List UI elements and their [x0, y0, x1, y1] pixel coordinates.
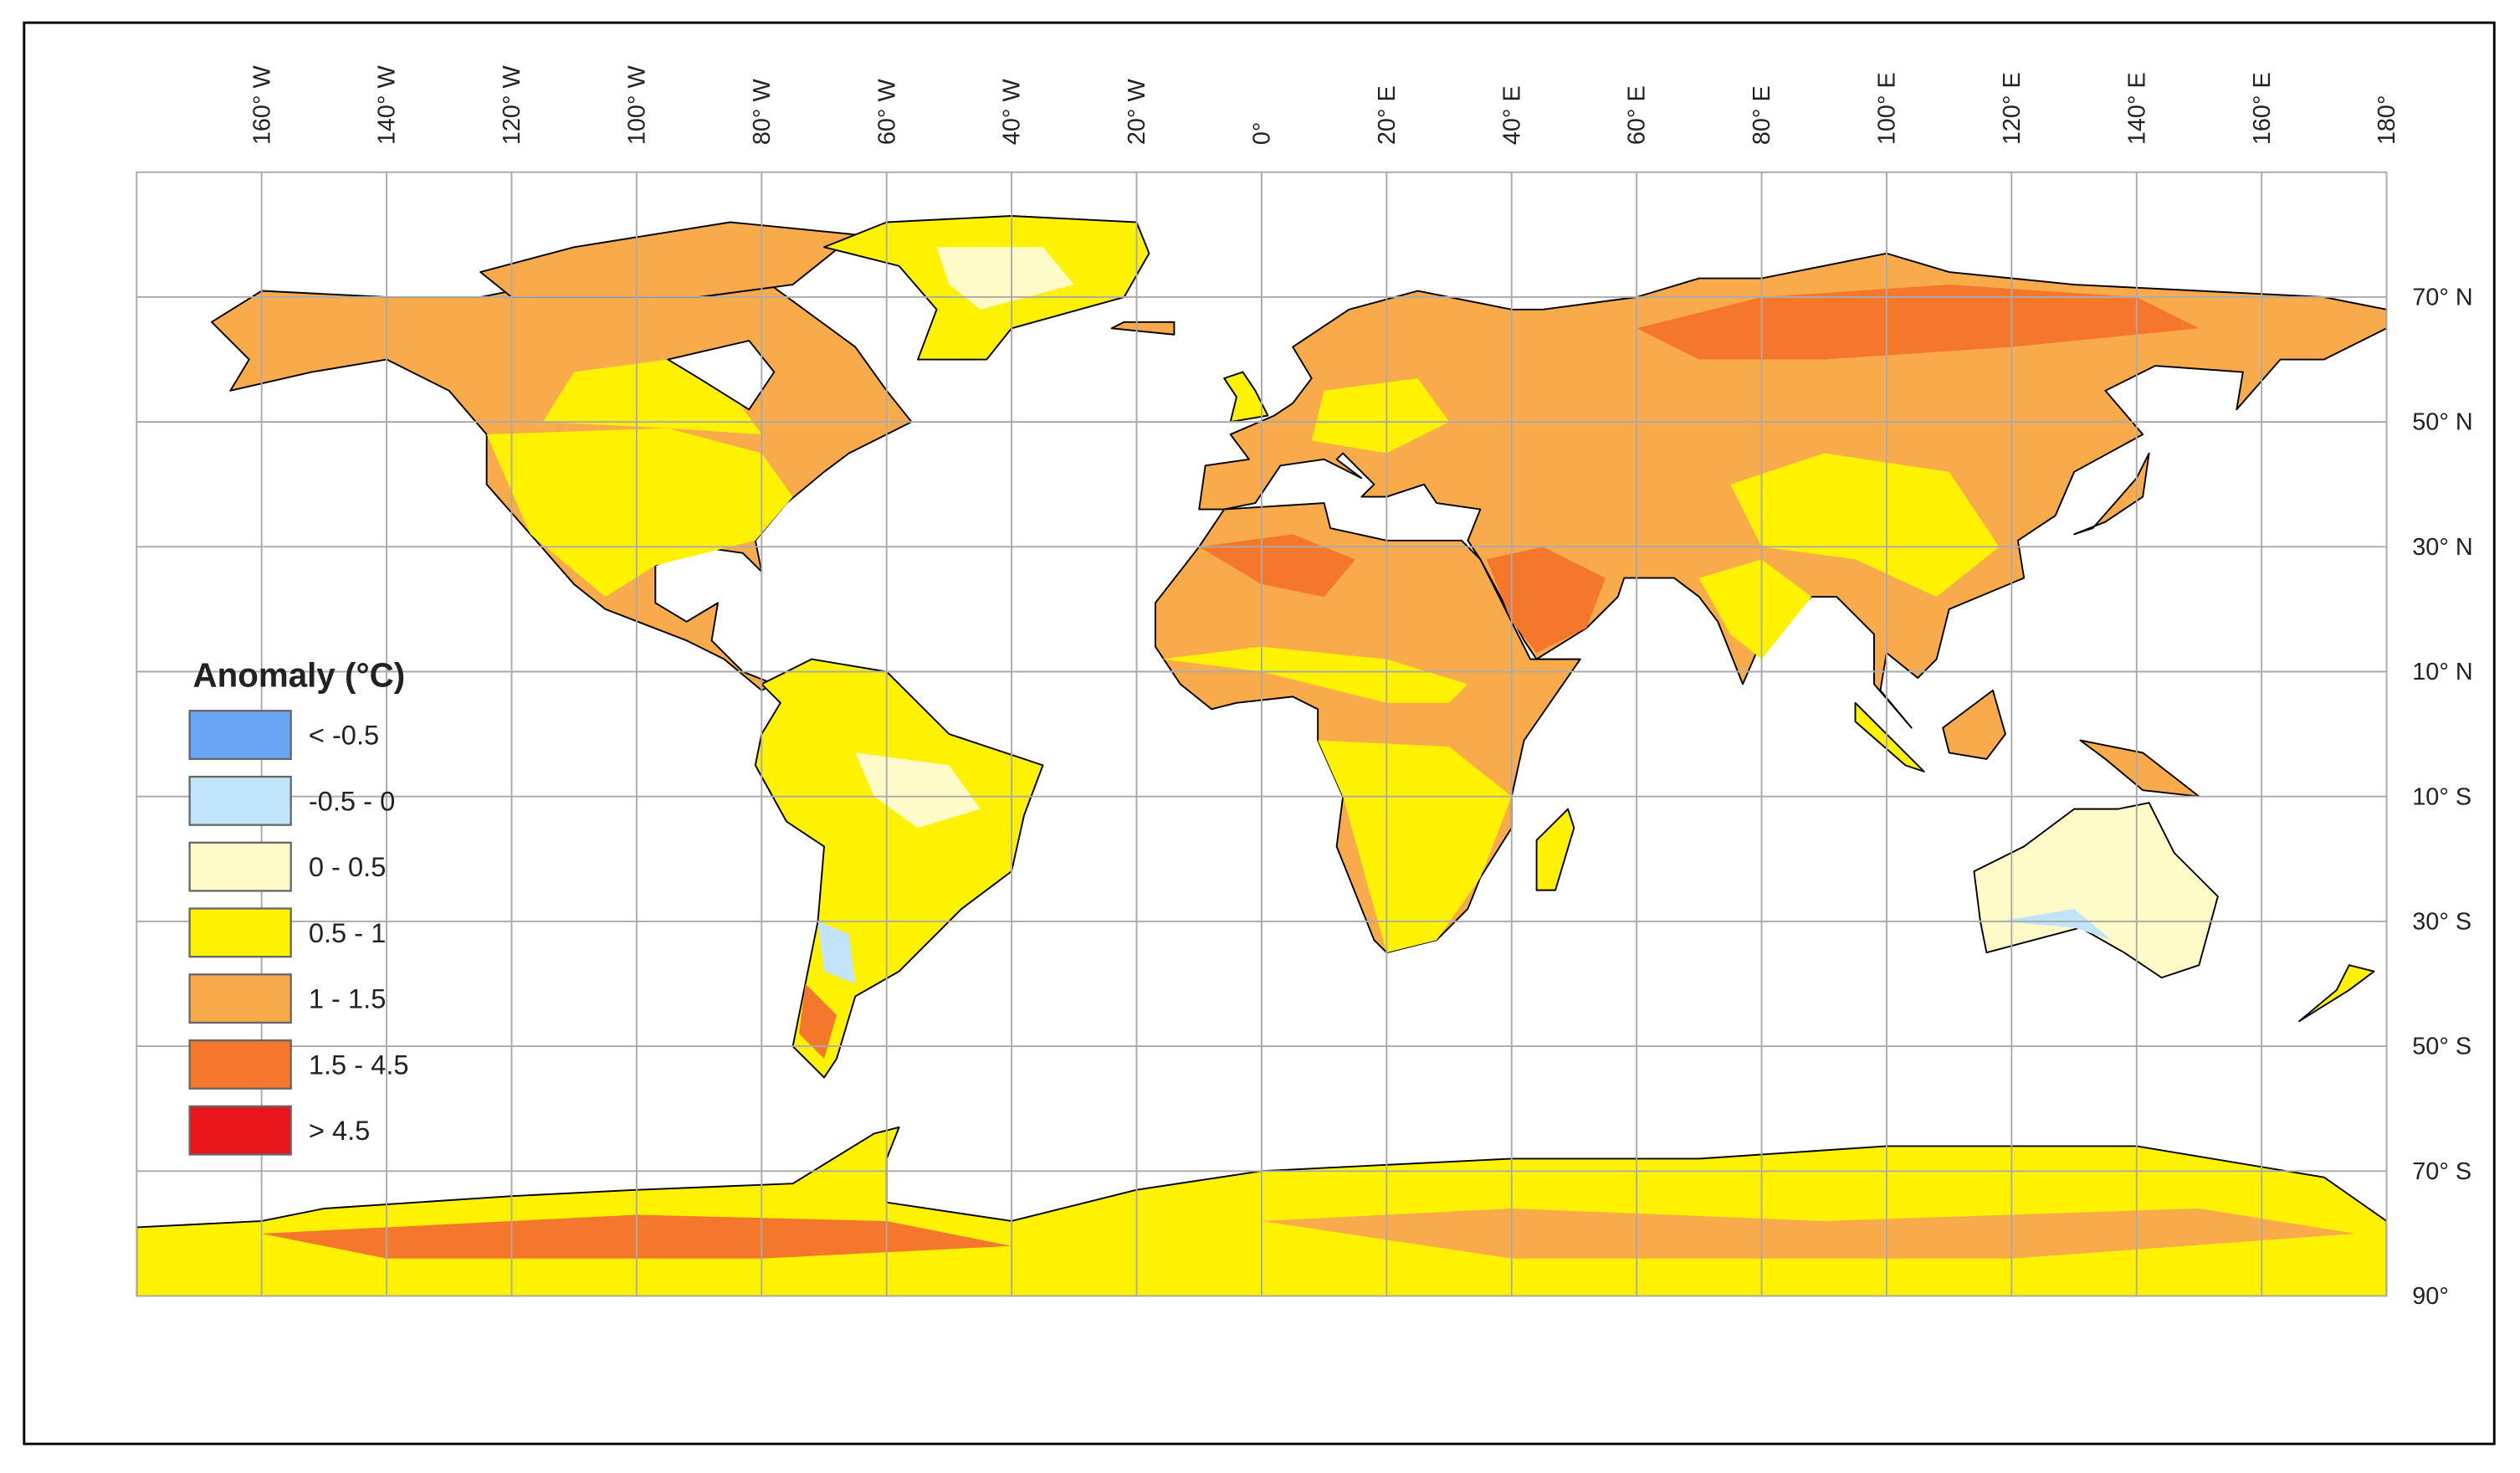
anomaly-patch [1311, 378, 1450, 454]
new-zealand [2298, 964, 2375, 1023]
longitude-label: 140° W [374, 65, 401, 146]
longitude-label: 100° E [1874, 72, 1901, 145]
anomaly-patch [1199, 534, 1355, 598]
madagascar [1535, 808, 1575, 891]
japan [2073, 452, 2150, 536]
legend-swatch [188, 1105, 292, 1156]
anomaly-patch [799, 983, 837, 1059]
anomaly-patch [817, 921, 856, 984]
latitude-label: 90° [2412, 1283, 2449, 1310]
legend: Anomaly (°C) < -0.5 -0.5 - 0 0 - 0.5 0.5 - … [188, 655, 409, 1156]
anomaly-patch [1636, 285, 2200, 360]
longitude-label: 100° W [624, 65, 651, 146]
legend-label: 0.5 - 1 [309, 917, 387, 948]
longitude-label: 140° E [2123, 72, 2150, 145]
latitude-label: 30° N [2412, 534, 2472, 561]
longitude-label: 120° E [1999, 72, 2026, 145]
legend-swatch [188, 907, 292, 958]
land-layer [136, 215, 2387, 1296]
anomaly-patch [1261, 1208, 2356, 1259]
anomaly-patch [1486, 547, 1606, 654]
anomaly-patch [486, 428, 793, 598]
latitude-label: 70° N [2412, 285, 2472, 311]
legend-swatch [188, 775, 292, 826]
britain [1223, 371, 1269, 423]
latitude-label: 50° S [2412, 1034, 2471, 1060]
longitude-label: 120° W [499, 65, 525, 146]
new-guinea [2079, 739, 2200, 798]
longitude-label: 180° [2374, 95, 2400, 146]
longitude-label: 40° E [1498, 85, 1525, 145]
sumatra [1854, 701, 1925, 772]
longitude-label: 0° [1249, 122, 1276, 146]
legend-swatch [188, 841, 292, 892]
legend-label: < -0.5 [309, 720, 379, 751]
legend-label: > 4.5 [309, 1115, 371, 1146]
legend-label: 0 - 0.5 [309, 851, 387, 882]
latitude-label: 50° N [2412, 409, 2472, 436]
longitude-label: 40° W [999, 79, 1026, 146]
longitude-label: 160° W [248, 65, 275, 146]
legend-swatch [188, 710, 292, 761]
anomaly-patch [1698, 559, 1812, 660]
anomaly-patch [542, 359, 762, 435]
longitude-label: 80° W [749, 79, 776, 146]
legend-label: -0.5 - 0 [309, 785, 395, 816]
borneo [1942, 689, 2006, 760]
longitude-label: 20° E [1374, 85, 1401, 145]
legend-swatch [188, 973, 292, 1024]
longitude-label: 60° W [873, 79, 900, 146]
map-border [136, 171, 2388, 1297]
longitude-label: 60° E [1624, 85, 1651, 145]
legend-title: Anomaly (°C) [193, 655, 406, 694]
latitude-label: 70° S [2412, 1158, 2471, 1185]
australia [1973, 802, 2219, 979]
anomaly-patch [1730, 453, 2000, 598]
south-america [754, 658, 1044, 1079]
latitude-label: 10° N [2412, 659, 2472, 685]
legend-label: 1.5 - 4.5 [309, 1049, 409, 1080]
graticule [136, 172, 2387, 1296]
labels: 160° W 140° W 120° W 100° W 80° W 60° W 40° W 2… [248, 65, 2472, 1311]
longitude-label: 20° W [1124, 79, 1150, 146]
legend-swatch [188, 1039, 292, 1090]
anomaly-patch [1999, 908, 2112, 941]
longitude-label: 160° E [2249, 72, 2276, 145]
latitude-label: 10° S [2412, 783, 2471, 810]
iceland [1110, 321, 1175, 336]
anomaly-patch [936, 247, 1074, 310]
anomaly-patch [1318, 740, 1512, 953]
legend-label: 1 - 1.5 [309, 983, 387, 1014]
longitude-label: 80° E [1749, 85, 1775, 145]
latitude-label: 30° S [2412, 909, 2471, 936]
anomaly-patch [1161, 646, 1468, 703]
